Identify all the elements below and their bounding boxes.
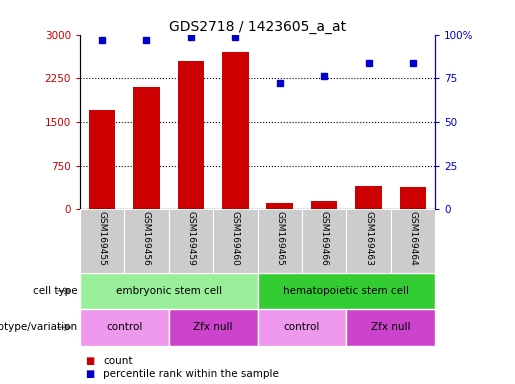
Bar (169, 209, 213, 273)
Text: GSM169464: GSM169464 (408, 211, 418, 266)
Bar (346, 209, 391, 273)
Bar (222, 52, 249, 209)
Title: GDS2718 / 1423605_a_at: GDS2718 / 1423605_a_at (169, 20, 346, 33)
Text: hematopoietic stem cell: hematopoietic stem cell (283, 286, 409, 296)
Bar (391, 209, 435, 273)
Text: ■: ■ (85, 369, 94, 379)
Text: GSM169465: GSM169465 (275, 211, 284, 266)
Bar (258, 309, 346, 346)
Text: control: control (284, 322, 320, 333)
Text: Zfx null: Zfx null (371, 322, 410, 333)
Text: GSM169463: GSM169463 (364, 211, 373, 266)
Bar (266, 204, 293, 209)
Bar (80, 309, 169, 346)
Bar (302, 209, 346, 273)
Text: GSM169466: GSM169466 (320, 211, 329, 266)
Text: Zfx null: Zfx null (193, 322, 233, 333)
Bar (80, 273, 258, 309)
Bar (400, 187, 426, 209)
Text: control: control (106, 322, 143, 333)
Bar (178, 61, 204, 209)
Bar (258, 209, 302, 273)
Text: percentile rank within the sample: percentile rank within the sample (103, 369, 279, 379)
Text: ■: ■ (85, 356, 94, 366)
Text: cell type: cell type (32, 286, 77, 296)
Bar (124, 209, 169, 273)
Text: GSM169460: GSM169460 (231, 211, 240, 266)
Text: GSM169456: GSM169456 (142, 211, 151, 266)
Text: GSM169455: GSM169455 (97, 211, 107, 266)
Bar (258, 273, 435, 309)
Bar (89, 110, 115, 209)
Bar (80, 209, 124, 273)
Bar (355, 186, 382, 209)
Text: count: count (103, 356, 132, 366)
Bar (346, 309, 435, 346)
Bar (169, 309, 258, 346)
Text: GSM169459: GSM169459 (186, 211, 195, 266)
Bar (133, 87, 160, 209)
Text: genotype/variation: genotype/variation (0, 322, 77, 333)
Bar (311, 200, 337, 209)
Bar (213, 209, 258, 273)
Text: embryonic stem cell: embryonic stem cell (115, 286, 222, 296)
